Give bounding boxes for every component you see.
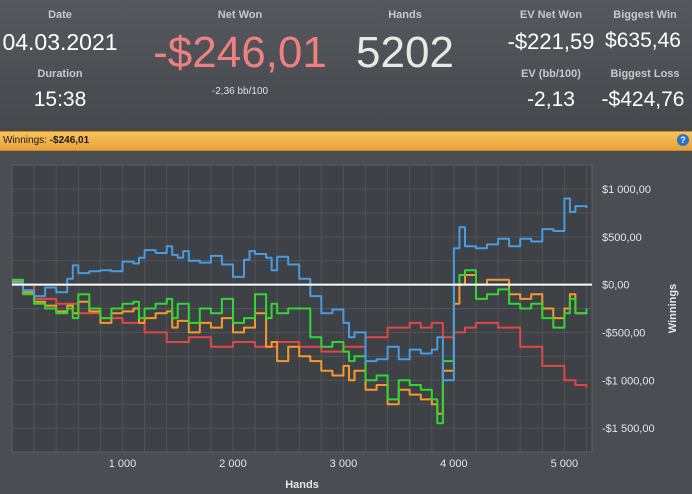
winnings-chart: 1 000 2 000 3 000 4 000 5 000 $1 000,00 $500,0… bbox=[11, 164, 679, 491]
biggest-loss-value: -$424,76 bbox=[601, 88, 685, 111]
hands-value: 5202 bbox=[356, 28, 454, 77]
biggest-win-value: $635,46 bbox=[605, 29, 681, 52]
duration-label: Duration bbox=[37, 68, 83, 80]
y-tick-label: $500,00 bbox=[602, 232, 642, 244]
x-tick-label: 1 000 bbox=[109, 458, 137, 470]
x-tick-label: 5 000 bbox=[551, 458, 579, 470]
ev-net-won-label: EV Net Won bbox=[519, 9, 583, 21]
net-won-bb100: -2,36 bb/100 bbox=[211, 86, 269, 97]
winnings-summary: Winnings: -$246,01 bbox=[3, 135, 89, 146]
hands-label: Hands bbox=[388, 9, 422, 21]
ev-net-won-value: -$221,59 bbox=[507, 29, 595, 54]
ev-bb100-label: EV (bb/100) bbox=[521, 68, 581, 80]
x-tick-label: 2 000 bbox=[219, 458, 247, 470]
winnings-bar: Winnings: -$246,01 ? bbox=[0, 131, 692, 151]
date-label: Date bbox=[48, 9, 72, 21]
x-tick-label: 4 000 bbox=[440, 458, 468, 470]
y-tick-label: -$500,00 bbox=[602, 327, 645, 339]
biggest-loss-label: Biggest Loss bbox=[610, 68, 680, 80]
y-tick-label: -$1 500,00 bbox=[602, 423, 655, 435]
series-line bbox=[12, 197, 588, 382]
y-axis-label: Winnings bbox=[667, 284, 679, 333]
question-icon[interactable]: ? bbox=[677, 134, 689, 146]
winnings-label: Winnings: bbox=[3, 135, 47, 146]
y-tick-label: $1 000,00 bbox=[602, 184, 651, 196]
x-tick-label: 3 000 bbox=[330, 458, 358, 470]
net-won-label: Net Won bbox=[217, 9, 263, 21]
biggest-win-label: Biggest Win bbox=[613, 9, 677, 21]
date-value: 04.03.2021 bbox=[2, 29, 118, 55]
y-tick-label: $0,00 bbox=[602, 280, 630, 292]
stats-panel: Date 04.03.2021 Duration 15:38 Net Won -… bbox=[0, 0, 692, 131]
ev-bb100-value: -2,13 bbox=[527, 88, 575, 111]
winnings-value: -$246,01 bbox=[49, 135, 90, 146]
winnings-chart-area: 1 000 2 000 3 000 4 000 5 000 $1 000,00 $500,0… bbox=[0, 151, 692, 491]
duration-value: 15:38 bbox=[33, 88, 87, 111]
net-won-value: -$246,01 bbox=[153, 28, 327, 77]
x-axis-label: Hands bbox=[285, 479, 319, 489]
y-tick-label: -$1 000,00 bbox=[602, 375, 655, 387]
series-line bbox=[12, 269, 588, 425]
